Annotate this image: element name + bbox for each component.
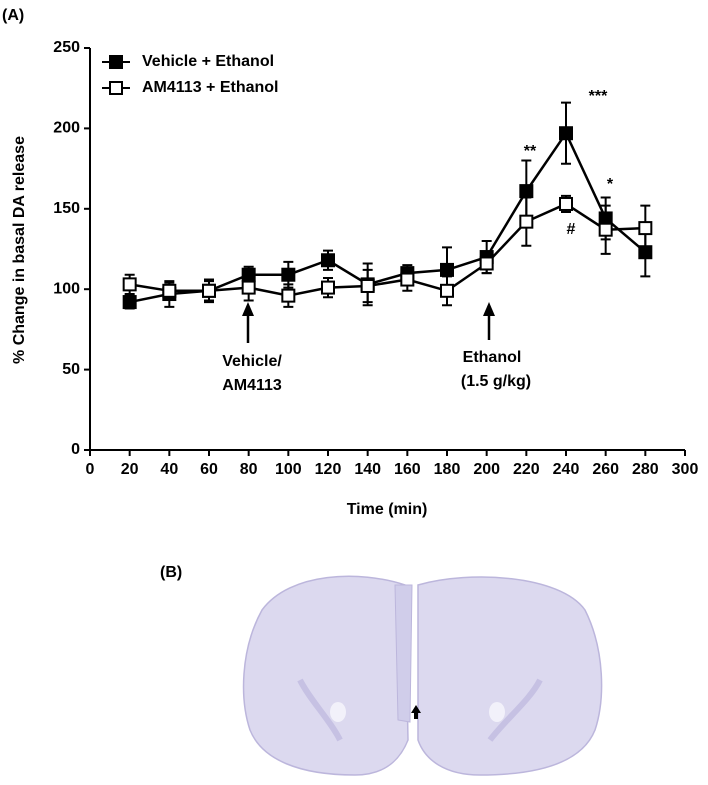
y-tick-label: 0: [71, 441, 80, 458]
marker: [281, 267, 296, 282]
x-tick-label: 260: [592, 461, 619, 478]
legend-label: AM4113 + Ethanol: [142, 79, 279, 96]
annotation: Ethanol: [463, 349, 522, 366]
annotation: *: [607, 176, 614, 193]
marker: [360, 278, 375, 293]
marker: [559, 196, 573, 211]
annotation: Vehicle/: [222, 353, 282, 370]
y-axis-label: % Change in basal DA release: [11, 136, 28, 364]
y-tick-label: 100: [53, 280, 80, 297]
marker: [241, 280, 256, 295]
marker: [241, 267, 256, 282]
marker: [598, 211, 613, 226]
marker: [321, 280, 335, 295]
legend-marker: [109, 55, 123, 69]
x-tick-label: 120: [315, 461, 342, 478]
annotation: #: [567, 221, 576, 238]
arrow-head: [483, 302, 495, 316]
y-tick-label: 200: [53, 120, 80, 137]
marker: [638, 221, 653, 236]
y-tick-label: 150: [53, 200, 80, 217]
x-tick-label: 0: [86, 461, 95, 478]
marker: [440, 283, 454, 298]
x-axis-label: Time (min): [347, 501, 428, 518]
x-tick-label: 280: [632, 461, 659, 478]
marker: [598, 222, 613, 237]
marker: [122, 277, 137, 292]
x-tick-label: 160: [394, 461, 421, 478]
x-tick-label: 60: [200, 461, 218, 478]
panel-label: (B): [160, 564, 182, 581]
x-tick-label: 240: [553, 461, 580, 478]
legend-label: Vehicle + Ethanol: [142, 53, 274, 70]
x-tick-label: 80: [240, 461, 258, 478]
marker: [440, 262, 454, 277]
marker: [519, 184, 534, 199]
annotation: (1.5 g/kg): [461, 373, 531, 390]
marker: [321, 253, 335, 268]
x-tick-label: 100: [275, 461, 302, 478]
x-tick-label: 140: [354, 461, 381, 478]
brain-section: [242, 575, 603, 776]
series-line: [129, 130, 647, 304]
marker: [400, 272, 415, 287]
annotation: **: [524, 143, 537, 160]
x-tick-label: 180: [434, 461, 461, 478]
y-tick-label: 50: [62, 361, 80, 378]
annotation: ***: [589, 88, 608, 105]
marker: [519, 214, 534, 229]
x-tick-label: 20: [121, 461, 139, 478]
marker: [162, 283, 177, 298]
marker: [202, 283, 216, 298]
marker: [122, 295, 137, 310]
marker: [638, 245, 653, 260]
arrow-head: [242, 302, 254, 316]
marker: [479, 256, 494, 271]
x-tick-label: 220: [513, 461, 540, 478]
panel-label: (A): [2, 7, 24, 24]
annotation: AM4113: [222, 377, 282, 394]
x-tick-label: 200: [473, 461, 500, 478]
x-tick-label: 300: [672, 461, 699, 478]
marker: [281, 288, 296, 303]
x-tick-label: 40: [160, 461, 178, 478]
legend-marker: [109, 81, 123, 95]
marker: [559, 126, 573, 141]
y-tick-label: 250: [53, 39, 80, 56]
